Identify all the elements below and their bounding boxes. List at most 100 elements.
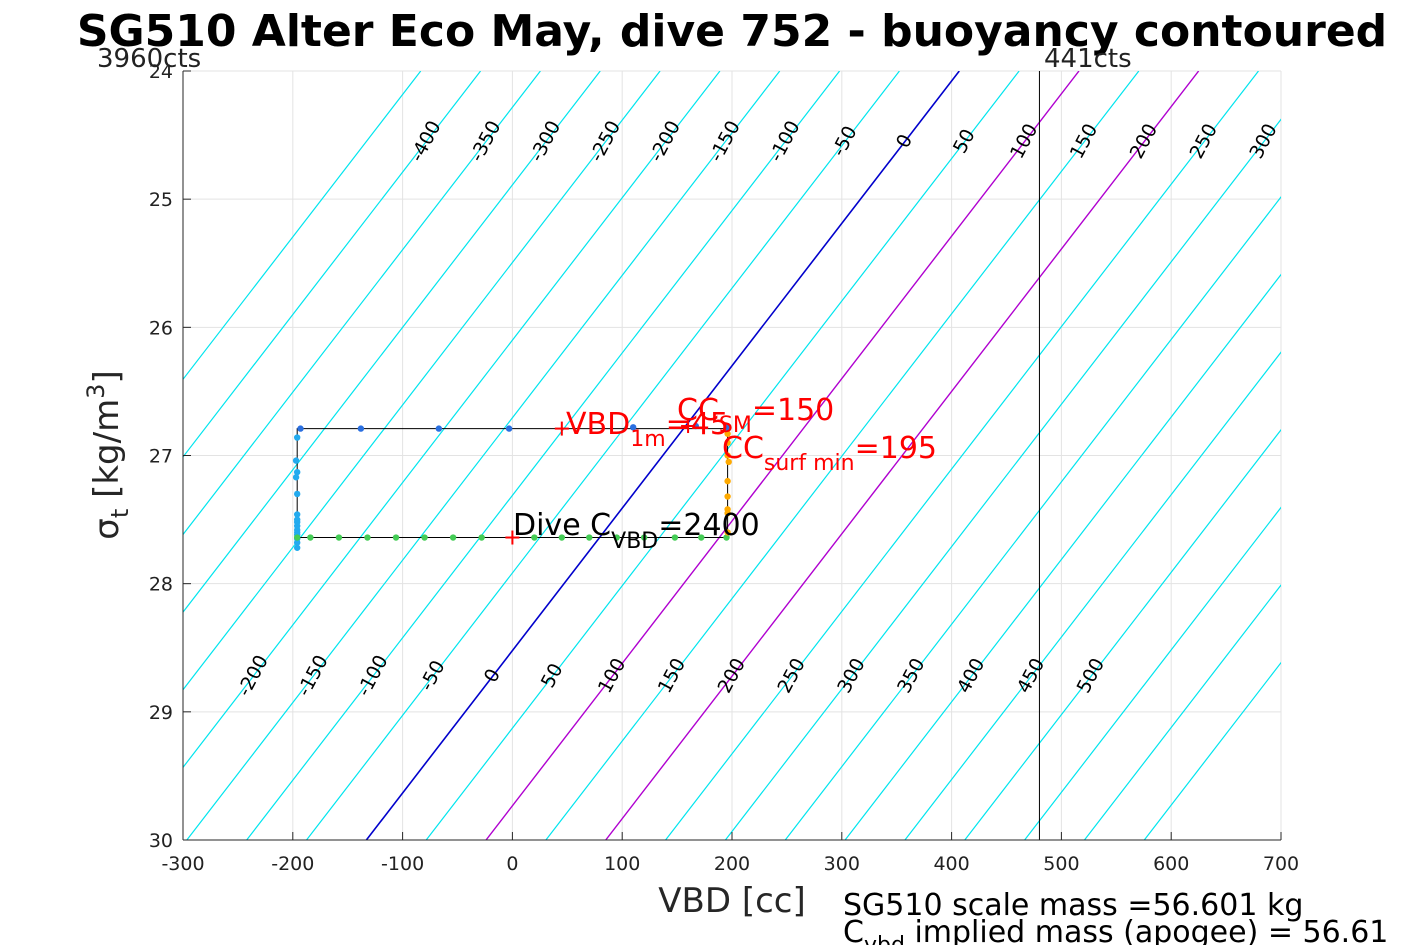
contour-lines <box>183 71 1281 840</box>
data-point-bottom <box>698 534 705 541</box>
data-point-ascent <box>724 477 731 485</box>
contour-label-upper: -250 <box>585 117 625 165</box>
x-tick-label: 200 <box>714 853 750 875</box>
data-point-bottom <box>335 534 343 541</box>
data-point-bottom <box>671 534 679 541</box>
data-point-bottom <box>478 534 485 541</box>
contour-line <box>246 71 841 840</box>
contour-line <box>186 71 781 840</box>
y-label-sub: t <box>106 509 134 518</box>
x-tick-label: 300 <box>824 853 860 875</box>
y-axis-label: σt [kg/m3] <box>82 370 134 539</box>
data-point-bottom <box>421 534 428 541</box>
left-count-label: 3960cts <box>97 44 201 74</box>
data-point-ascent <box>724 452 731 459</box>
x-tick-label: 400 <box>933 853 969 875</box>
y-tick-label: 24 <box>149 61 173 83</box>
data-point-bottom <box>558 534 566 541</box>
dive-cvbd-annotation: Dive CVBD=2400 <box>513 508 760 554</box>
contour-label-lower: -100 <box>353 652 393 700</box>
contour-line <box>784 196 1281 840</box>
data-point-top <box>692 422 699 430</box>
data-point-ascent <box>724 529 731 536</box>
data-point-bottom <box>293 534 301 541</box>
y-tick-label: 29 <box>149 702 173 724</box>
y-tick-label: 30 <box>149 830 173 852</box>
svg-text:σt [kg/m3]: σt [kg/m3] <box>82 370 134 539</box>
contour-label-lower: 0 <box>480 665 505 686</box>
data-point-top <box>357 425 365 432</box>
data-point-descent <box>292 457 300 464</box>
contour-line <box>183 71 721 769</box>
contour-label-lower: -50 <box>416 657 450 695</box>
contour-line <box>485 71 1080 840</box>
contour-label-upper: -150 <box>705 117 745 165</box>
y-tick-label: 27 <box>149 446 173 468</box>
data-point-ascent <box>724 509 731 517</box>
contour-line <box>605 71 1200 840</box>
axes: -300 -200 -100 0 100 200 300 400 500 600 700242526… <box>149 61 1299 875</box>
contour-label-upper: 0 <box>892 131 917 152</box>
data-point-top <box>629 424 637 431</box>
contour-line <box>1083 584 1281 840</box>
dive-series <box>292 422 732 551</box>
contour-line <box>183 71 661 691</box>
data-point-descent <box>293 539 301 546</box>
data-point-bottom <box>392 534 400 541</box>
data-point-descent <box>293 544 301 551</box>
y-label-main: σ <box>87 518 127 540</box>
contour-line <box>724 118 1281 840</box>
data-point-descent <box>292 474 300 481</box>
cc-surf-min-annotation: CCsurf min=195 <box>722 431 937 476</box>
data-point-bottom <box>640 534 648 541</box>
data-point-top <box>505 425 513 432</box>
contour-label-upper: -50 <box>828 122 862 160</box>
data-point-descent <box>293 490 301 498</box>
y-label-sup: 3 <box>82 384 110 399</box>
contour-line <box>1024 506 1281 840</box>
x-axis-label: VBD [cc] <box>658 881 806 921</box>
x-tick-label: 100 <box>604 853 640 875</box>
data-point-bottom <box>613 534 620 541</box>
footer-scale-mass: SG510 scale mass =56.601 kg <box>843 888 1303 923</box>
y-tick-label: 26 <box>149 317 173 339</box>
data-point-top <box>435 425 443 432</box>
data-point-ascent <box>725 458 732 466</box>
contour-label-upper: -350 <box>466 117 506 165</box>
contour-label-lower: 50 <box>537 660 568 692</box>
x-tick-label: -200 <box>271 853 314 875</box>
data-point-descent <box>293 434 301 441</box>
chart-title: SG510 Alter Eco May, dive 752 - buoyancy… <box>77 6 1387 57</box>
contour-line <box>306 71 900 840</box>
y-label-unit: [kg/m <box>87 399 127 509</box>
contour-line <box>904 351 1281 840</box>
data-point-bottom <box>531 534 538 541</box>
x-tick-label: -100 <box>381 853 424 875</box>
x-tick-label: 600 <box>1153 853 1189 875</box>
x-tick-label: -300 <box>161 853 204 875</box>
contour-line <box>1143 661 1281 840</box>
contour-label-lower: -150 <box>293 652 333 700</box>
x-tick-label: 0 <box>506 853 518 875</box>
data-point-bottom <box>364 534 371 541</box>
data-point-descent <box>293 511 301 518</box>
vbd-1m-annotation: VBD1m=45 <box>566 407 729 452</box>
data-point-bottom <box>449 534 457 541</box>
data-point-ascent <box>724 439 731 446</box>
data-point-bottom <box>307 534 314 541</box>
contour-line <box>183 71 422 381</box>
data-point-bottom <box>586 534 593 541</box>
data-point-bottom <box>723 534 730 541</box>
data-point-ascent <box>724 493 731 500</box>
data-point-top <box>723 424 730 431</box>
contour-line <box>665 71 1259 840</box>
x-tick-label: 500 <box>1043 853 1079 875</box>
contour-label-lower: -200 <box>233 652 273 700</box>
x-tick-label: 700 <box>1263 853 1299 875</box>
contour-line <box>183 71 541 536</box>
contour-label-upper: -100 <box>765 117 805 165</box>
y-label-close: ] <box>87 370 127 383</box>
contour-line <box>964 428 1281 840</box>
contour-label-upper: -400 <box>406 117 446 165</box>
